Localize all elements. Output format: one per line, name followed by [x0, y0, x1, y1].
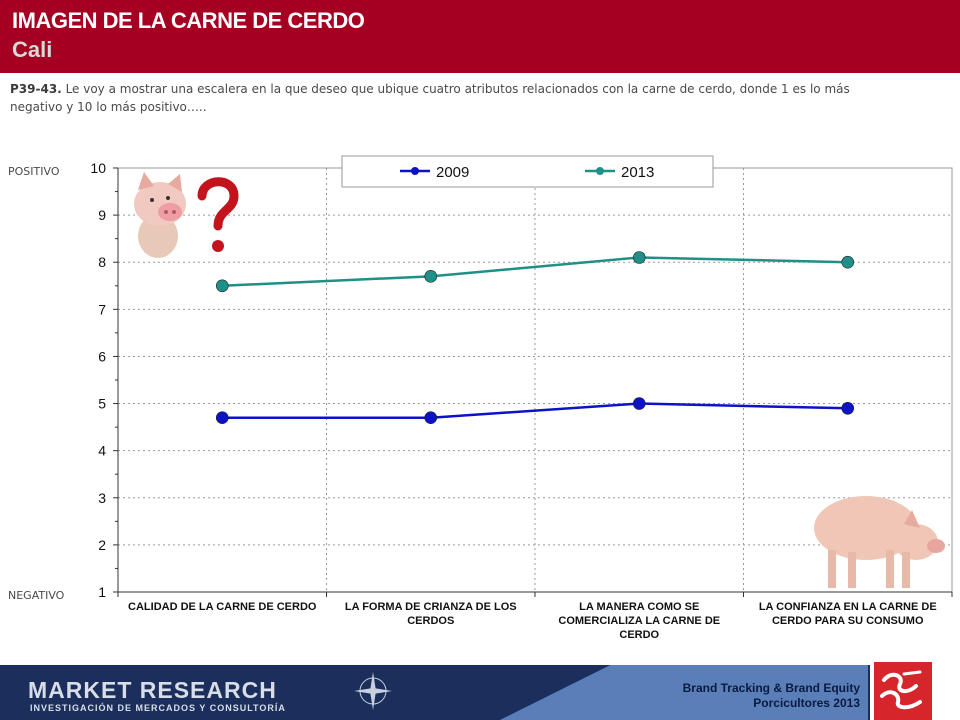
logo-box — [870, 660, 960, 720]
data-point-2009 — [841, 401, 855, 415]
data-point-2013 — [424, 270, 438, 283]
page-subtitle: Cali — [12, 37, 53, 62]
x-tick-label: CERDO PARA SU CONSUMO — [772, 615, 924, 627]
legend-marker-2013 — [596, 167, 604, 175]
negative-label: NEGATIVO — [8, 589, 65, 602]
compass-icon — [354, 672, 392, 710]
x-tick-label: CALIDAD DE LA CARNE DE CERDO — [128, 601, 317, 613]
positive-label: POSITIVO — [8, 165, 60, 178]
footer-line-1: Brand Tracking & Brand Equity — [682, 681, 860, 695]
series-line-2013 — [222, 256, 848, 288]
y-tick-label: 10 — [90, 160, 106, 176]
pig-question-icon — [134, 172, 239, 258]
y-tick-label: 8 — [98, 254, 106, 270]
question-body: Le voy a mostrar una escalera en la que … — [10, 82, 850, 114]
legend-label-2013: 2013 — [621, 164, 654, 181]
data-point-2009 — [215, 411, 229, 424]
series-line-2009 — [222, 402, 848, 419]
x-tick-label: LA MANERA COMO SE — [579, 601, 699, 613]
x-tick-label: COMERCIALIZA LA CARNE DE — [558, 615, 720, 627]
y-tick-label: 2 — [98, 537, 106, 553]
y-tick-label: 1 — [98, 584, 106, 600]
data-point-2013 — [632, 251, 646, 264]
line-chart: 1 2 3 4 5 6 7 8 9 10 CALIDAD DE LA CARNE DE CERDO L… — [90, 155, 953, 641]
y-tick-label: 9 — [98, 207, 106, 223]
pig-standing-icon — [814, 496, 945, 588]
legend-label-2009: 2009 — [436, 164, 469, 181]
market-research-logo-icon — [874, 662, 932, 720]
legend-marker-2009 — [411, 167, 419, 175]
footer: MARKET RESEARCH INVESTIGACIÓN DE MERCADO… — [0, 665, 960, 720]
page-title: IMAGEN DE LA CARNE DE CERDO — [12, 8, 365, 33]
x-tick-label: CERDOS — [407, 615, 454, 627]
data-point-2009 — [424, 411, 438, 424]
y-tick-label: 5 — [98, 396, 106, 412]
question-code: P39-43. — [10, 82, 62, 96]
legend-box — [341, 155, 714, 188]
footer-brand-sub: INVESTIGACIÓN DE MERCADOS Y CONSULTORÍA — [30, 703, 286, 713]
data-point-2013 — [841, 255, 855, 269]
y-tick-label: 7 — [98, 301, 106, 317]
x-tick-label: LA FORMA DE CRIANZA DE LOS — [345, 601, 517, 613]
footer-brand: MARKET RESEARCH — [28, 677, 277, 703]
y-tick-label: 3 — [98, 490, 106, 506]
data-point-2013 — [215, 279, 229, 293]
y-tick-label: 4 — [98, 443, 106, 459]
header-bar: IMAGEN DE LA CARNE DE CERDO Cali — [0, 0, 960, 73]
footer-line-2: Porcicultores 2013 — [753, 696, 860, 710]
data-point-2009 — [632, 397, 646, 410]
x-tick-label: LA CONFIANZA EN LA CARNE DE — [759, 601, 937, 613]
y-tick-label: 6 — [98, 348, 106, 364]
question-text: P39-43. Le voy a mostrar una escalera en… — [10, 80, 870, 116]
x-tick-label: CERDO — [619, 629, 659, 641]
